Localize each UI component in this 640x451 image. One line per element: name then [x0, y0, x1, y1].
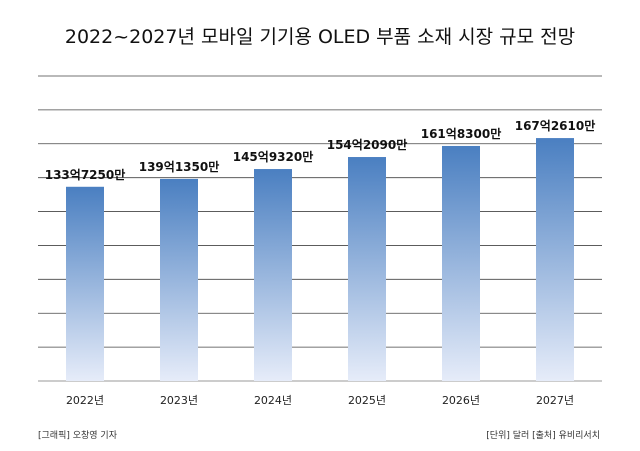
chart-title: 2022~2027년 모바일 기기용 OLED 부품 소재 시장 규모 전망 [64, 26, 576, 48]
x-tick-label: 2023년 [160, 394, 198, 407]
value-label: 161억8300만 [421, 126, 502, 141]
unit-source-note: [단위] 달러 [출처] 유비리서치 [486, 431, 600, 441]
graphic-credit: [그래픽] 오창영 기자 [38, 431, 117, 441]
x-tick-label: 2022년 [66, 394, 104, 407]
bar [536, 138, 574, 381]
x-tick-label: 2025년 [348, 394, 386, 407]
bar [160, 178, 198, 381]
bars [66, 138, 574, 381]
x-tick-label: 2026년 [442, 394, 480, 407]
value-label: 154억2090만 [327, 137, 408, 152]
bar [442, 145, 480, 381]
value-label: 139억1350만 [139, 159, 220, 174]
value-labels: 133억7250만 139억1350만 145억9320만 154억2090만 161억… [45, 118, 596, 182]
bar [66, 186, 104, 381]
gridlines [38, 75, 602, 382]
bar [348, 157, 386, 381]
value-label: 145억9320만 [233, 149, 314, 164]
x-tick-label: 2024년 [254, 394, 292, 407]
value-label: 167억2610만 [515, 118, 596, 133]
bar [254, 169, 292, 381]
x-tick-label: 2027년 [536, 394, 574, 407]
x-tick-labels: 2022년 2023년 2024년 2025년 2026년 2027년 [66, 394, 574, 407]
value-label: 133억7250만 [45, 167, 126, 182]
